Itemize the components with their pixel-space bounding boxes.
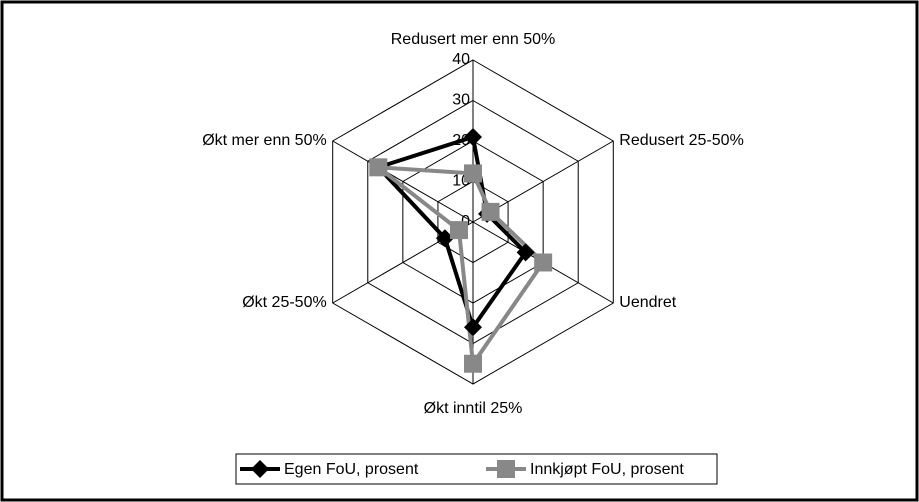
category-label: Redusert mer enn 50% [391,31,556,48]
marker [435,229,454,248]
spoke [332,140,474,223]
marker [516,243,535,262]
category-label: Uendret [619,294,676,311]
marker [464,354,482,373]
category-label: Redusert 25-50% [619,132,744,149]
legend-label: Innkjøpt FoU, prosent [530,461,684,478]
marker [449,221,468,240]
category-label: Økt mer enn 50% [202,132,327,149]
marker [481,202,500,221]
legend-label: Egen FoU, prosent [284,461,419,478]
legend-box [235,453,718,485]
marker [534,253,553,272]
marker [464,318,482,337]
marker [369,158,388,177]
marker [497,460,515,478]
tick-label: 30 [452,92,470,109]
category-label: Økt 25-50% [242,294,326,311]
marker [251,460,269,478]
tick-label: 40 [452,51,470,68]
category-label: Økt inntil 25% [424,400,523,417]
marker [464,127,482,146]
marker [464,164,482,183]
